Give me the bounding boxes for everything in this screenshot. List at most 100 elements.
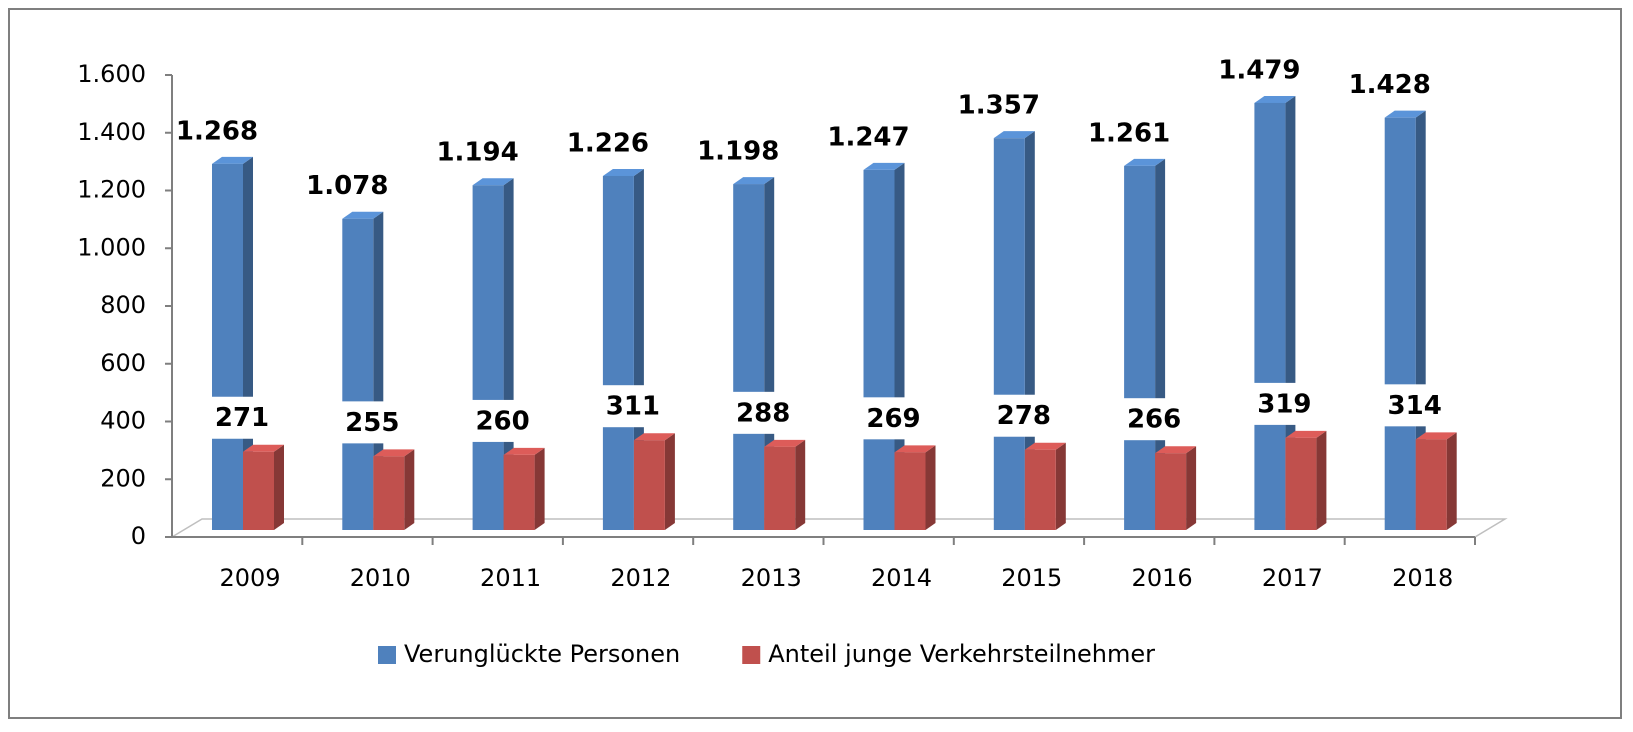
x-tick-label: 2013 (741, 564, 802, 592)
value-label: 311 (606, 392, 660, 422)
value-label-box (1123, 398, 1186, 441)
x-tick-label: 2017 (1262, 564, 1323, 592)
value-label: 288 (736, 398, 790, 428)
bar-top (1124, 158, 1166, 166)
bar-top (1384, 110, 1426, 118)
bar-top (1155, 446, 1197, 454)
value-label: 314 (1388, 391, 1442, 421)
value-label-box (211, 396, 273, 439)
y-tick-label: 600 (100, 349, 146, 377)
bar (1254, 102, 1286, 530)
bar-top (472, 178, 514, 186)
bar (472, 185, 504, 531)
bar-top (1415, 432, 1457, 440)
value-label-box (601, 385, 664, 428)
value-label: 255 (345, 408, 399, 438)
bar-top (373, 449, 415, 457)
value-label: 1.247 (827, 122, 909, 152)
bar-side (274, 444, 284, 530)
y-tick-label: 1.000 (77, 233, 146, 261)
x-tick-label: 2016 (1132, 564, 1193, 592)
bar-top (733, 177, 775, 185)
value-label: 269 (866, 404, 920, 434)
value-label: 319 (1257, 389, 1311, 419)
value-label: 1.479 (1218, 55, 1300, 85)
bar-top (1024, 442, 1066, 450)
y-tick-label: 800 (100, 291, 146, 319)
bar-top (503, 447, 545, 455)
value-label-box (1253, 382, 1316, 425)
bar-top (243, 444, 284, 452)
value-label: 1.078 (306, 171, 388, 201)
value-label: 1.226 (567, 128, 649, 158)
bar-top (894, 445, 936, 453)
y-tick-label: 0 (131, 522, 146, 550)
chart-frame (8, 8, 1622, 719)
bar (1155, 453, 1187, 530)
value-label-box (862, 397, 925, 440)
bar-side (1316, 430, 1327, 530)
x-tick-label: 2010 (350, 564, 411, 592)
bar (243, 451, 274, 530)
value-label: 260 (475, 406, 529, 436)
bar (993, 138, 1025, 530)
bar-top (212, 156, 253, 164)
bar-side (404, 449, 415, 530)
bar-side (1055, 442, 1066, 530)
legend-label: Verunglückte Personen (404, 640, 680, 668)
bar-side (925, 445, 936, 530)
bar (633, 440, 665, 530)
value-label-box (1383, 384, 1446, 427)
value-label-box (341, 401, 404, 444)
y-tick-label: 1.600 (77, 60, 146, 88)
bar-side (664, 433, 675, 530)
bar-side (373, 211, 384, 531)
y-tick-label: 400 (100, 407, 146, 435)
bar-side (1186, 446, 1197, 530)
value-label: 1.198 (697, 137, 779, 167)
y-tick-label: 1.400 (77, 118, 146, 146)
bar-top (633, 433, 675, 441)
value-label-box (732, 391, 795, 434)
bar-side (534, 447, 545, 530)
bar (212, 163, 243, 531)
bar (764, 446, 796, 530)
x-tick-label: 2009 (219, 564, 280, 592)
bar (602, 175, 634, 530)
value-label: 266 (1127, 405, 1181, 435)
bar-top (342, 211, 384, 219)
bar-top (602, 168, 644, 176)
x-tick-label: 2011 (480, 564, 541, 592)
x-tick-label: 2015 (1001, 564, 1062, 592)
bar (863, 169, 895, 530)
bar (1285, 437, 1317, 530)
y-tick-label: 1.200 (77, 176, 146, 204)
bar (1124, 165, 1156, 531)
value-label: 1.194 (436, 138, 518, 168)
bar-top (863, 162, 905, 170)
bar-side (1446, 432, 1457, 530)
value-label: 278 (997, 401, 1051, 431)
legend-swatch (742, 646, 761, 664)
legend-label: Anteil junge Verkehrsteilnehmer (768, 640, 1155, 668)
bar (894, 452, 926, 530)
x-tick-label: 2018 (1392, 564, 1453, 592)
bar-top (1285, 430, 1327, 438)
bar (733, 184, 765, 530)
bar-top (1254, 95, 1296, 103)
value-label-box (992, 394, 1055, 437)
value-label: 1.268 (176, 116, 258, 146)
y-tick-label: 200 (100, 464, 146, 492)
bar (1384, 117, 1416, 530)
value-label: 1.428 (1349, 70, 1431, 100)
bar (342, 218, 374, 531)
bar (503, 454, 535, 530)
value-label: 271 (215, 403, 269, 433)
bar (373, 456, 405, 530)
bar-side (795, 439, 806, 530)
bar-side (503, 178, 514, 531)
bar (1415, 439, 1447, 530)
legend-swatch (378, 646, 396, 664)
x-tick-label: 2014 (871, 564, 932, 592)
